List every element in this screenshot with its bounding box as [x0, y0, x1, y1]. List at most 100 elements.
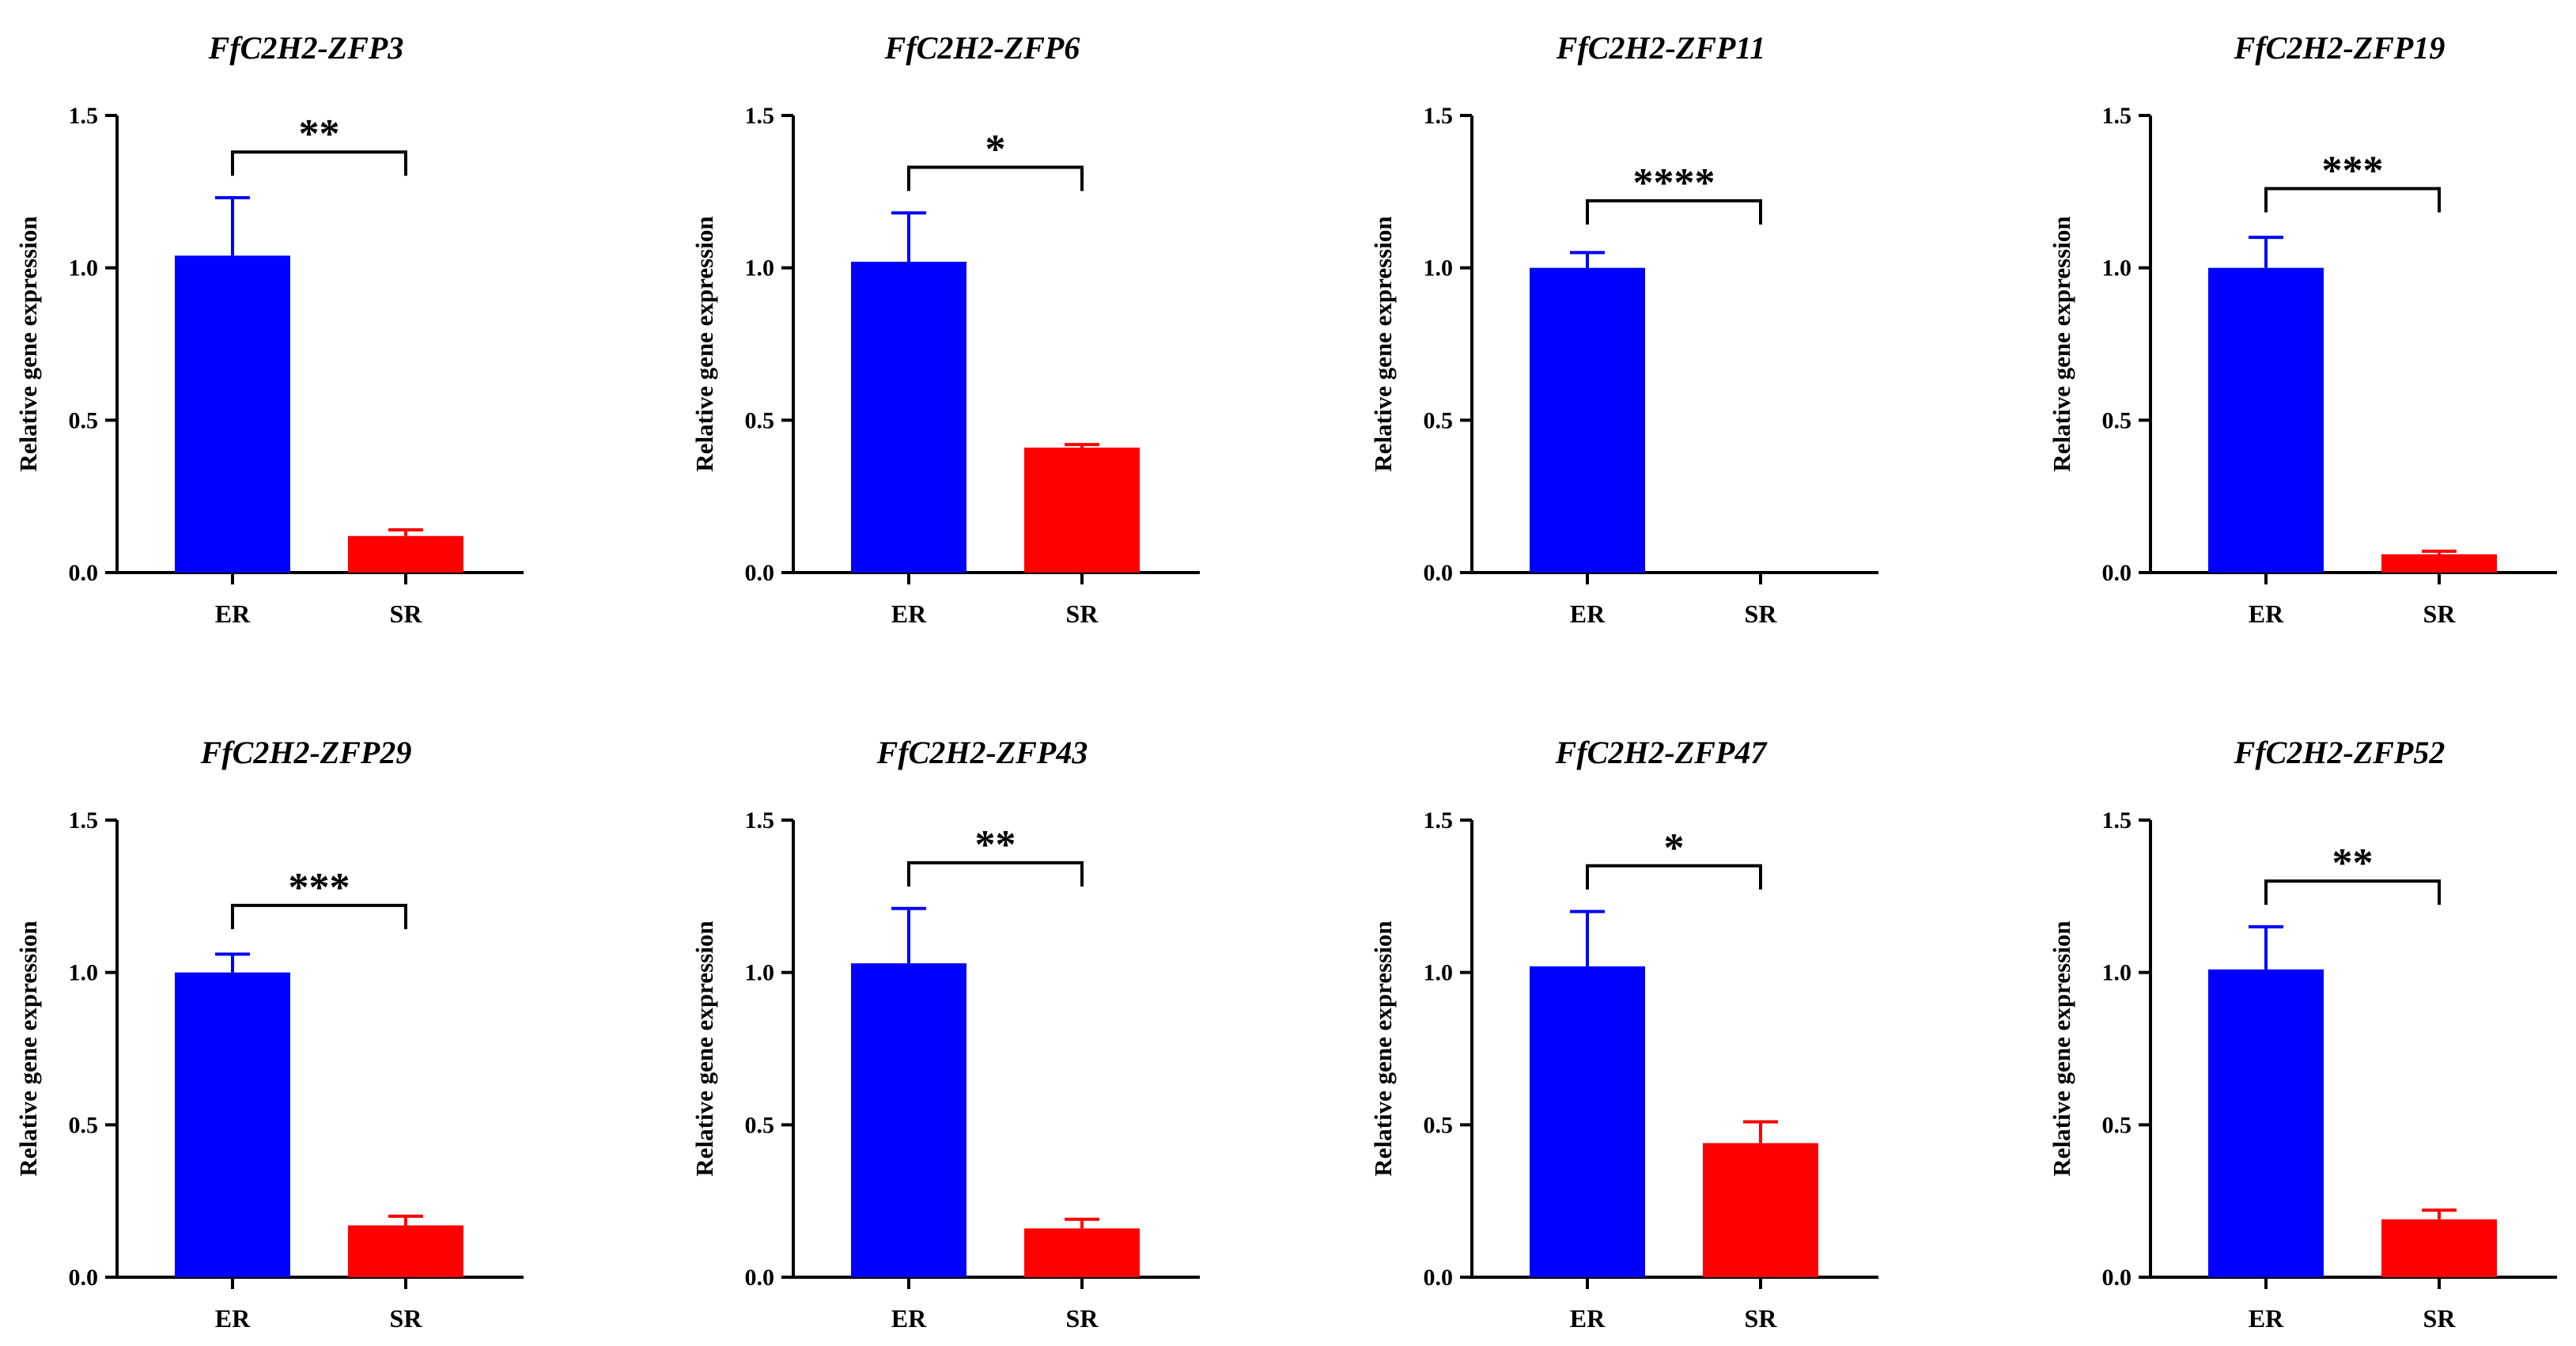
significance-label: *: [1664, 826, 1685, 871]
chart-title: FfC2H2-ZFP43: [876, 735, 1088, 770]
y-tick-label: 1.5: [69, 103, 99, 129]
bar-er: [1530, 966, 1645, 1277]
bar-sr: [1024, 1228, 1140, 1277]
x-tick-label-sr: SR: [2423, 1304, 2457, 1333]
significance-bracket: [231, 150, 407, 176]
chart-panel-1: FfC2H2-ZFP3 Relative gene expression 0.0 0.…: [14, 30, 524, 628]
y-tick-label: 0.0: [69, 560, 99, 586]
x-tick-label-sr: SR: [1745, 599, 1778, 628]
y-tick-label: 1.0: [2102, 255, 2132, 282]
significance-bracket: [2264, 879, 2441, 906]
x-tick-label-er: ER: [2249, 1304, 2284, 1333]
chart-title: FfC2H2-ZFP6: [884, 30, 1080, 66]
significance-bracket: [907, 860, 1084, 887]
y-axis-label: Relative gene expression: [14, 216, 42, 471]
bar-er: [851, 963, 966, 1277]
chart-panel-3: FfC2H2-ZFP11 Relative gene expression 0.0 0…: [1369, 30, 1878, 628]
y-tick-label: 1.0: [69, 255, 99, 282]
y-tick-label: 1.0: [1424, 255, 1454, 282]
x-tick-label-sr: SR: [390, 599, 423, 628]
y-tick-label: 1.5: [69, 807, 99, 834]
chart-title: FfC2H2-ZFP19: [2234, 30, 2445, 66]
y-tick-label: 1.5: [1424, 103, 1454, 129]
chart-panel-5: FfC2H2-ZFP29 Relative gene expression 0.0 0…: [14, 735, 524, 1333]
significance-label: **: [975, 822, 1016, 868]
bar-er: [175, 972, 290, 1277]
chart-title: FfC2H2-ZFP47: [1555, 735, 1768, 770]
y-axis-label: Relative gene expression: [2048, 216, 2075, 471]
y-tick-label: 0.0: [69, 1265, 99, 1291]
chart-panel-6: FfC2H2-ZFP43 Relative gene expression 0.0 0…: [690, 735, 1200, 1333]
significance-label: ***: [2322, 148, 2384, 193]
y-tick-label: 0.5: [2102, 407, 2132, 433]
y-axis-label: Relative gene expression: [690, 921, 718, 1176]
x-tick-label-sr: SR: [390, 1304, 423, 1333]
x-tick-label-sr: SR: [1745, 1304, 1778, 1333]
y-tick-label: 0.0: [1424, 1265, 1454, 1291]
significance-bracket: [231, 903, 407, 929]
x-tick-label-er: ER: [1570, 599, 1606, 628]
y-axis-label: Relative gene expression: [2048, 921, 2075, 1176]
bar-er: [2208, 267, 2324, 573]
x-tick-label-er: ER: [215, 1304, 251, 1333]
significance-bracket: [2264, 187, 2441, 213]
significance-label: **: [2332, 841, 2374, 886]
chart-panel-8: FfC2H2-ZFP52 Relative gene expression 0.0 0…: [2048, 735, 2557, 1333]
chart-panel-4: FfC2H2-ZFP19 Relative gene expression 0.0 0…: [2048, 30, 2557, 628]
bar-er: [851, 261, 966, 573]
y-tick-label: 1.0: [745, 255, 775, 282]
x-tick-label-er: ER: [2249, 599, 2284, 628]
significance-bracket: [1586, 198, 1762, 225]
y-tick-label: 0.5: [69, 1112, 99, 1138]
y-tick-label: 1.5: [1424, 807, 1454, 834]
y-tick-label: 0.5: [745, 1112, 775, 1138]
x-tick-label-er: ER: [215, 599, 251, 628]
bar-sr: [2381, 554, 2497, 573]
x-tick-label-er: ER: [891, 599, 927, 628]
y-tick-label: 1.5: [2102, 807, 2132, 834]
bar-er: [2208, 969, 2324, 1277]
y-tick-label: 1.5: [2102, 103, 2132, 129]
y-tick-label: 1.0: [69, 960, 99, 986]
significance-label: ****: [1633, 161, 1715, 206]
significance-label: *: [985, 127, 1006, 172]
x-tick-label-er: ER: [891, 1304, 927, 1333]
chart-panel-7: FfC2H2-ZFP47 Relative gene expression 0.0 0…: [1369, 735, 1878, 1333]
y-tick-label: 0.0: [2102, 560, 2132, 586]
x-tick-label-sr: SR: [1066, 1304, 1099, 1333]
y-tick-label: 0.0: [745, 560, 775, 586]
y-tick-label: 1.0: [1424, 960, 1454, 986]
y-axis-label: Relative gene expression: [1369, 216, 1397, 471]
bar-sr: [1024, 448, 1140, 573]
significance-label: ***: [289, 865, 350, 910]
significance-bracket: [1586, 864, 1762, 890]
y-tick-label: 0.5: [1424, 1112, 1454, 1138]
y-tick-label: 0.0: [745, 1265, 775, 1291]
chart-panel-2: FfC2H2-ZFP6 Relative gene expression 0.0 0.…: [690, 30, 1200, 628]
chart-title: FfC2H2-ZFP52: [2234, 735, 2445, 770]
x-tick-label-er: ER: [1570, 1304, 1606, 1333]
chart-title: FfC2H2-ZFP29: [200, 735, 412, 770]
y-tick-label: 0.0: [1424, 560, 1454, 586]
chart-title: FfC2H2-ZFP11: [1556, 30, 1765, 66]
bar-sr: [2381, 1219, 2497, 1277]
bar-sr: [1703, 1143, 1818, 1277]
x-tick-label-sr: SR: [2423, 599, 2457, 628]
y-tick-label: 0.5: [745, 407, 775, 433]
bar-er: [1530, 267, 1645, 573]
y-tick-label: 0.5: [69, 407, 99, 433]
significance-bracket: [907, 165, 1084, 191]
bar-sr: [348, 535, 463, 573]
y-axis-label: Relative gene expression: [14, 921, 42, 1176]
y-tick-label: 1.5: [745, 807, 775, 834]
bar-er: [175, 255, 290, 573]
bar-sr: [348, 1225, 463, 1277]
y-tick-label: 1.0: [2102, 960, 2132, 986]
y-axis-label: Relative gene expression: [690, 216, 718, 471]
y-tick-label: 1.5: [745, 103, 775, 129]
y-tick-label: 0.5: [1424, 407, 1454, 433]
significance-label: **: [299, 112, 340, 157]
y-tick-label: 1.0: [745, 960, 775, 986]
y-axis-label: Relative gene expression: [1369, 921, 1397, 1176]
